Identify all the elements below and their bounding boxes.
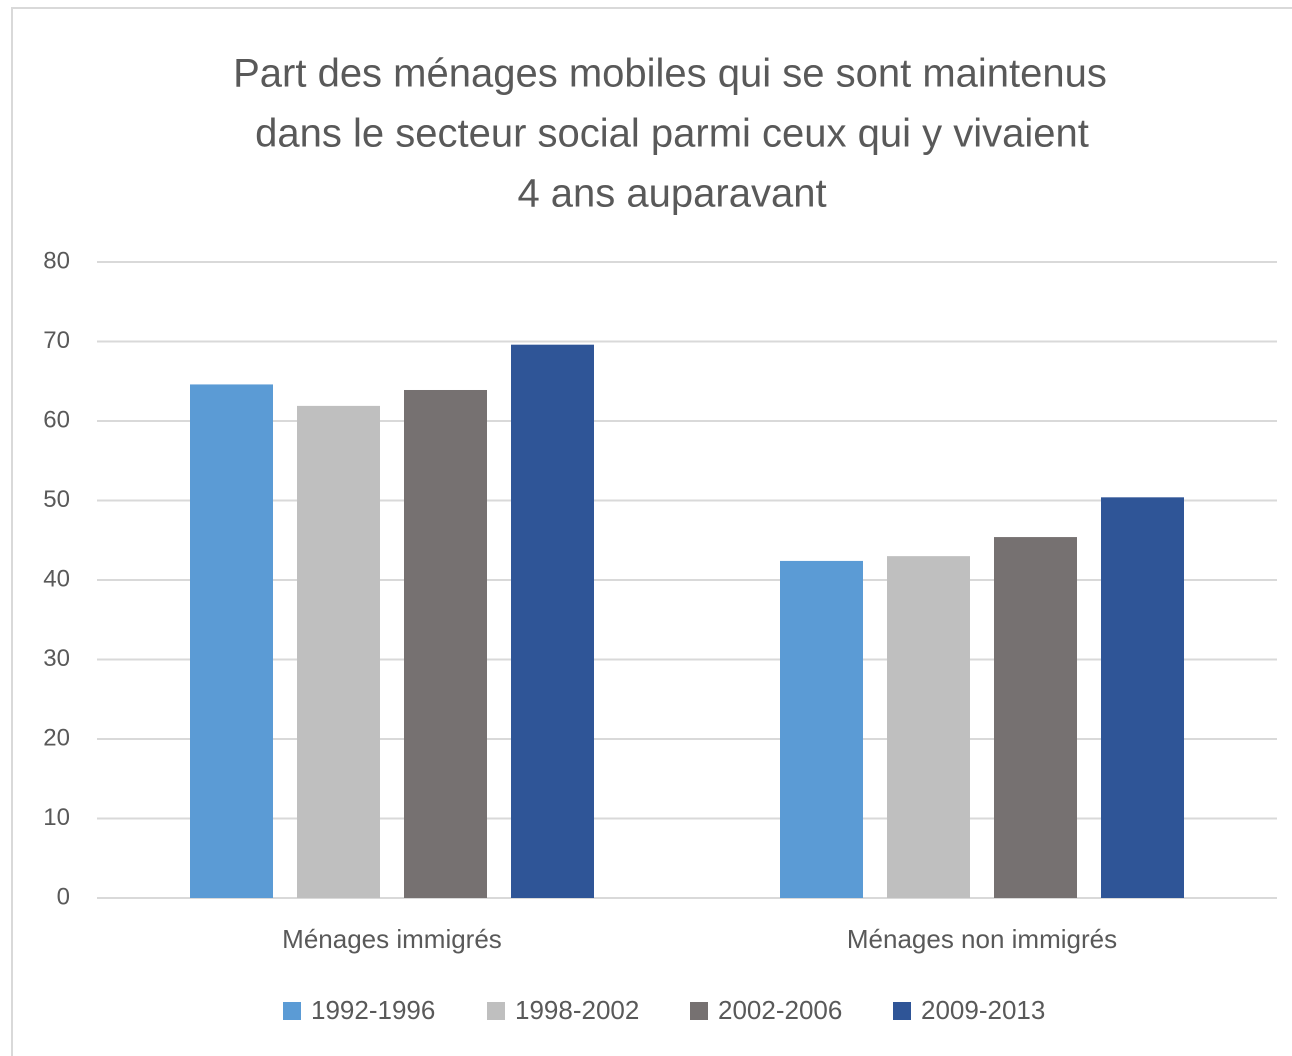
y-tick-label: 50 bbox=[43, 486, 70, 513]
x-tick-label: Ménages non immigrés bbox=[847, 924, 1117, 954]
bar bbox=[887, 556, 970, 898]
legend-label: 2009-2013 bbox=[921, 995, 1045, 1025]
bar bbox=[297, 405, 380, 898]
y-tick-label: 30 bbox=[43, 645, 70, 672]
legend-swatch bbox=[283, 1002, 301, 1020]
legend-swatch bbox=[487, 1002, 505, 1020]
y-tick-label: 0 bbox=[57, 883, 70, 910]
chart-title: dans le secteur social parmi ceux qui y … bbox=[255, 112, 1089, 156]
y-tick-label: 70 bbox=[43, 327, 70, 354]
legend-label: 1992-1996 bbox=[311, 995, 435, 1025]
y-tick-label: 40 bbox=[43, 565, 70, 592]
y-tick-label: 60 bbox=[43, 406, 70, 433]
x-tick-label: Ménages immigrés bbox=[282, 924, 502, 954]
legend-swatch bbox=[690, 1002, 708, 1020]
bar bbox=[511, 344, 594, 898]
bar bbox=[1101, 497, 1184, 898]
bar bbox=[780, 560, 863, 898]
legend-label: 1998-2002 bbox=[515, 995, 639, 1025]
y-tick-label: 80 bbox=[43, 247, 70, 274]
y-tick-label: 10 bbox=[43, 804, 70, 831]
chart-title: 4 ans auparavant bbox=[517, 172, 826, 216]
bar bbox=[404, 389, 487, 898]
bar bbox=[190, 384, 273, 898]
chart-title: Part des ménages mobiles qui se sont mai… bbox=[233, 52, 1107, 96]
legend-swatch bbox=[893, 1002, 911, 1020]
legend-label: 2002-2006 bbox=[718, 995, 842, 1025]
bar bbox=[994, 537, 1077, 898]
y-tick-label: 20 bbox=[43, 724, 70, 751]
